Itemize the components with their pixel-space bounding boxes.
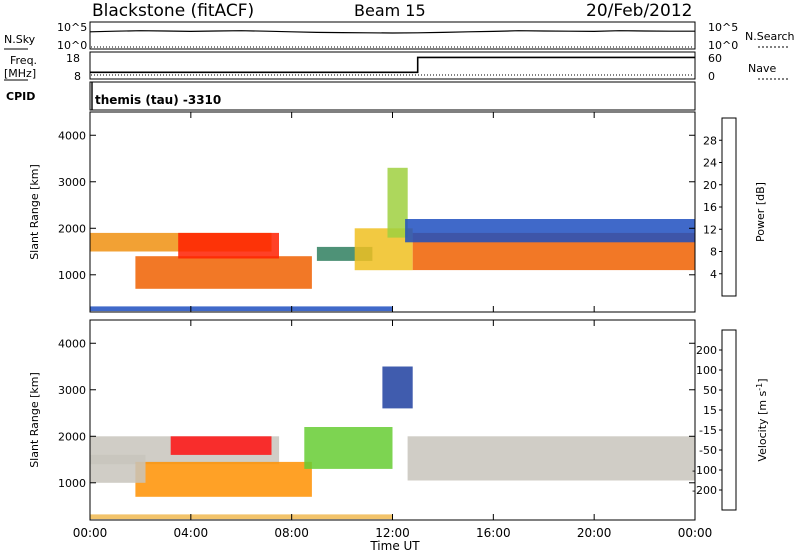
velocity-ytick-label: 3000 bbox=[58, 384, 86, 397]
freq-series-line bbox=[90, 56, 695, 74]
power-colorbar-tick-label: 20 bbox=[703, 179, 717, 192]
velocity-y-ticks: 1000 2000 3000 4000 bbox=[58, 337, 695, 490]
power-colorbar-tick-label: 16 bbox=[703, 201, 717, 214]
time-tick-label: 00:00 bbox=[73, 526, 108, 540]
freq-tick-low: 8 bbox=[74, 70, 81, 83]
radar-title: Blackstone (fitACF) bbox=[92, 1, 254, 21]
time-tick-label: 16:00 bbox=[476, 526, 511, 540]
velocity-echo-region bbox=[304, 427, 393, 469]
power-colorbar-tick-label: 4 bbox=[710, 268, 717, 281]
freq-panel: Freq. [MHz] CPID 18 8 60 0 Nave bbox=[4, 51, 790, 103]
power-colorbar-tick-label: 8 bbox=[710, 246, 717, 259]
power-echo-region bbox=[405, 219, 695, 243]
nave-tick-low: 0 bbox=[708, 70, 715, 83]
nave-label: Nave bbox=[748, 62, 776, 75]
power-echo-region bbox=[178, 232, 279, 259]
power-colorbar-frame bbox=[721, 117, 737, 297]
velocity-colorbar-label: Velocity [m s-1] bbox=[755, 378, 769, 461]
velocity-ytick-label: 4000 bbox=[58, 337, 86, 350]
freq-tick-high: 18 bbox=[66, 52, 80, 65]
cpid-panel-frame bbox=[89, 81, 696, 111]
velocity-colorbar-tick-label: -50 bbox=[699, 444, 717, 457]
velocity-panel: 1000 2000 3000 4000 Slant Range [km] -200 -1… bbox=[28, 319, 769, 521]
power-ylabel: Slant Range [km] bbox=[28, 164, 41, 260]
time-axis: 00:00 04:00 08:00 12:00 16:00 20:00 00:00 bbox=[73, 112, 713, 540]
velocity-ytick-label: 1000 bbox=[58, 477, 86, 490]
beam-title: Beam 15 bbox=[354, 1, 426, 20]
power-echo-region bbox=[90, 306, 393, 312]
velocity-colorbar-tick-label: -200 bbox=[692, 484, 717, 497]
freq-label: Freq. bbox=[10, 54, 37, 67]
velocity-colorbar: -200 -100 -50 -15 15 50 100 200 bbox=[692, 329, 737, 511]
velocity-colorbar-tick-label: -15 bbox=[699, 424, 717, 437]
power-colorbar-label: Power [dB] bbox=[754, 182, 767, 242]
nsearch-tick-high: 10^5 bbox=[708, 21, 738, 34]
power-colorbar: 4 8 12 16 20 24 28 bbox=[703, 117, 737, 297]
power-echo-regions bbox=[90, 167, 695, 312]
power-ytick-label: 2000 bbox=[58, 222, 86, 235]
nsearch-label: N.Search bbox=[745, 30, 795, 43]
velocity-echo-region bbox=[382, 366, 413, 409]
velocity-ytick-label: 2000 bbox=[58, 430, 86, 443]
velocity-colorbar-tick-label: -100 bbox=[692, 464, 717, 477]
time-tick-label: 20:00 bbox=[577, 526, 612, 540]
freq-unit-label: [MHz] bbox=[4, 67, 36, 80]
nsky-tick-low: 10^0 bbox=[57, 39, 87, 52]
power-colorbar-tick-label: 28 bbox=[703, 134, 717, 147]
nsky-series-line bbox=[89, 30, 695, 34]
freq-panel-frame bbox=[89, 51, 696, 80]
nsky-label: N.Sky bbox=[4, 33, 36, 46]
velocity-echo-regions bbox=[90, 366, 695, 520]
velocity-colorbar-tick-label: 15 bbox=[703, 404, 717, 417]
power-ytick-label: 4000 bbox=[58, 129, 86, 142]
power-ytick-label: 1000 bbox=[58, 269, 86, 282]
power-colorbar-tick-label: 24 bbox=[703, 157, 717, 170]
noise-panel-frame bbox=[89, 21, 696, 50]
power-y-ticks: 1000 2000 3000 4000 bbox=[58, 129, 695, 282]
nave-tick-high: 60 bbox=[708, 52, 722, 65]
time-axis-label: Time UT bbox=[369, 539, 420, 553]
velocity-colorbar-tick-label: 50 bbox=[703, 384, 717, 397]
time-tick-label: 04:00 bbox=[174, 526, 209, 540]
date-title: 20/Feb/2012 bbox=[586, 1, 692, 21]
velocity-colorbar-tick-label: 200 bbox=[696, 344, 717, 357]
nsearch-tick-low: 10^0 bbox=[708, 39, 738, 52]
velocity-ylabel: Slant Range [km] bbox=[28, 372, 41, 468]
power-panel: 1000 2000 3000 4000 Slant Range [km] 4 8 12 16… bbox=[28, 111, 767, 313]
power-echo-region bbox=[387, 167, 408, 238]
time-tick-label: 00:00 bbox=[678, 526, 713, 540]
power-echo-region bbox=[135, 256, 312, 289]
time-tick-label: 12:00 bbox=[375, 526, 410, 540]
velocity-echo-region bbox=[170, 436, 272, 455]
velocity-colorbar-tick-label: 100 bbox=[696, 364, 717, 377]
noise-panel: N.Sky 10^5 10^0 10^5 10^0 N.Search bbox=[4, 21, 795, 52]
cpid-label: CPID bbox=[6, 90, 35, 103]
velocity-echo-region bbox=[135, 461, 312, 497]
velocity-echo-region bbox=[407, 436, 695, 481]
cpid-text: themis (tau) -3310 bbox=[95, 93, 221, 107]
power-colorbar-tick-label: 12 bbox=[703, 223, 717, 236]
time-tick-label: 08:00 bbox=[274, 526, 309, 540]
velocity-echo-region bbox=[90, 514, 393, 520]
nsky-tick-high: 10^5 bbox=[57, 21, 87, 34]
velocity-echo-region bbox=[90, 454, 146, 483]
velocity-colorbar-frame bbox=[721, 329, 737, 511]
power-ytick-label: 3000 bbox=[58, 176, 86, 189]
